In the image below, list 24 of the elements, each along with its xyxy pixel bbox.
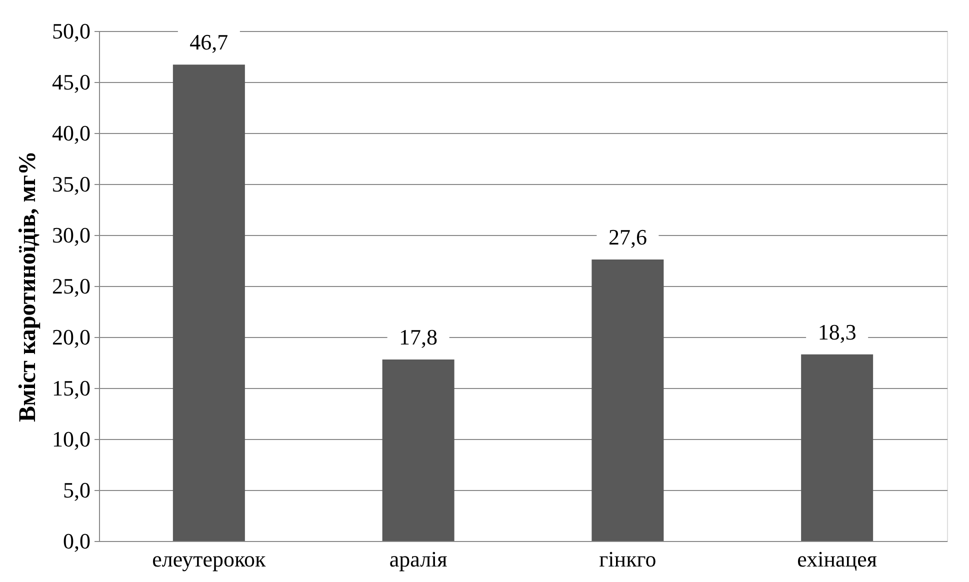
- y-tick-label: 30,0: [52, 222, 90, 248]
- y-axis-title: Вміст каротиноїдів, мг%: [15, 150, 41, 422]
- x-tick-label: ехінацея: [797, 546, 877, 572]
- x-tick-label: елеутерокок: [152, 546, 266, 572]
- bar: [172, 64, 245, 541]
- y-tick-label: 20,0: [52, 324, 90, 350]
- bar: [382, 359, 454, 541]
- y-tick-label: 35,0: [52, 172, 90, 196]
- bar: [801, 354, 874, 541]
- y-tick-label: 40,0: [52, 120, 90, 146]
- data-label: 27,6: [608, 224, 647, 250]
- y-tick-label: 25,0: [52, 274, 90, 298]
- bar: [592, 259, 664, 541]
- x-tick-label: аралія: [389, 546, 448, 572]
- data-label: 17,8: [399, 324, 438, 350]
- y-tick-label: 45,0: [52, 70, 90, 94]
- data-label: 46,7: [190, 30, 228, 55]
- y-tick-label: 0,0: [63, 528, 90, 554]
- y-tick-label: 50,0: [52, 18, 90, 44]
- data-label: 18,3: [818, 319, 856, 344]
- y-tick-label: 5,0: [63, 478, 90, 502]
- x-tick-label: гінкго: [599, 546, 656, 572]
- y-tick-label: 10,0: [52, 426, 90, 452]
- y-tick-label: 15,0: [52, 376, 90, 400]
